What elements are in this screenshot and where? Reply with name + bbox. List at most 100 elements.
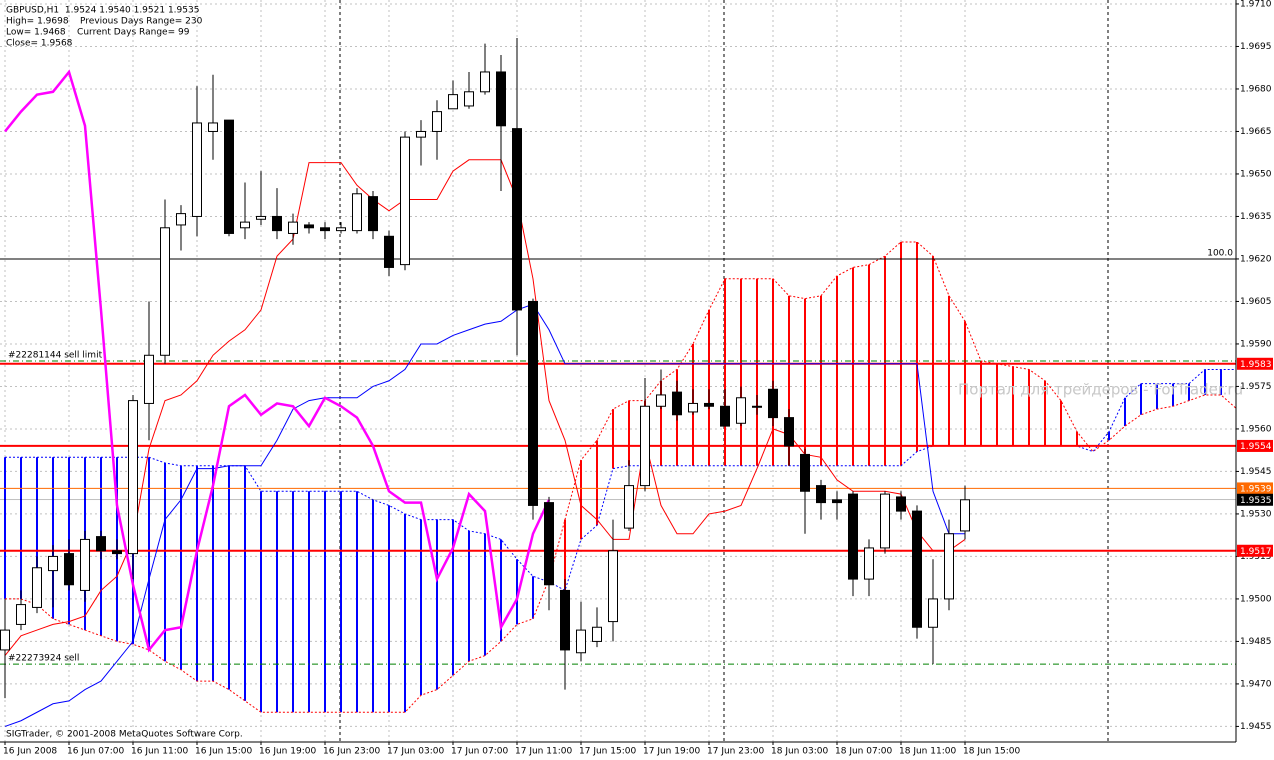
- candle-body: [752, 405, 762, 408]
- candle-body: [160, 227, 170, 356]
- y-tick-label: 1.9665: [1240, 127, 1272, 137]
- candle-body: [480, 71, 490, 93]
- candle-body: [368, 196, 378, 232]
- y-tick-label: 1.9575: [1240, 382, 1272, 392]
- candle-body: [624, 485, 634, 529]
- candle-body: [80, 538, 90, 591]
- candle-body: [0, 629, 10, 651]
- x-tick-label: 17 Jun 03:00: [387, 747, 444, 757]
- y-tick-label: 1.9545: [1240, 467, 1272, 477]
- y-tick-label: 1.9650: [1240, 169, 1272, 179]
- candle-body: [928, 598, 938, 628]
- candle-body: [656, 394, 666, 407]
- price-level-label: 1.9517: [1240, 547, 1272, 557]
- y-tick-label: 1.9500: [1240, 594, 1272, 604]
- price-level-box: [1237, 493, 1273, 506]
- candle-body: [400, 136, 410, 266]
- header-line: GBPUSD,H1 1.9524 1.9540 1.9521 1.9535: [6, 6, 199, 16]
- candle-body: [816, 485, 826, 504]
- header-line: Close= 1.9568: [6, 39, 73, 49]
- candle-body: [912, 510, 922, 628]
- y-tick-label: 1.9485: [1240, 637, 1272, 647]
- x-tick-label: 18 Jun 03:00: [771, 747, 828, 757]
- y-tick-label: 1.9470: [1240, 679, 1272, 689]
- candle-body: [32, 567, 42, 608]
- x-tick-label: 17 Jun 15:00: [579, 747, 636, 757]
- price-level-box: [1237, 544, 1273, 557]
- candle-body: [464, 91, 474, 107]
- indicator-line: [4, 69, 551, 653]
- candle-body: [448, 94, 458, 110]
- candle-body: [704, 402, 714, 407]
- candle-body: [784, 417, 794, 447]
- price-level-label: 1.9535: [1240, 496, 1272, 506]
- x-tick-label: 17 Jun 19:00: [643, 747, 700, 757]
- candle-body: [320, 227, 330, 232]
- x-tick-label: 17 Jun 23:00: [707, 747, 764, 757]
- candle-body: [496, 71, 506, 127]
- candle-body: [944, 533, 954, 600]
- candle-body: [144, 354, 154, 404]
- candle-body: [384, 235, 394, 268]
- candle-body: [64, 553, 74, 586]
- candle-body: [864, 547, 874, 580]
- candle-body: [96, 536, 106, 552]
- y-tick-label: 1.9620: [1240, 254, 1272, 264]
- price-level-label: 1.9539: [1240, 484, 1272, 494]
- x-tick-label: 18 Jun 07:00: [835, 747, 892, 757]
- x-tick-label: 17 Jun 11:00: [515, 747, 572, 757]
- y-tick-label: 1.9710: [1240, 0, 1272, 9]
- indicator-line: [4, 303, 965, 727]
- candle-body: [960, 499, 970, 532]
- candle-body: [224, 119, 234, 234]
- candle-body: [672, 391, 682, 416]
- candle-body: [256, 215, 266, 220]
- x-tick-label: 16 Jun 23:00: [323, 747, 380, 757]
- order-label: #22281144 sell limit: [8, 350, 103, 360]
- x-tick-label: 16 Jun 07:00: [67, 747, 124, 757]
- candle-body: [128, 400, 138, 555]
- price-level-label: 1.9583: [1240, 360, 1272, 370]
- candle-body: [288, 221, 298, 234]
- candle-body: [544, 502, 554, 586]
- x-tick-label: 17 Jun 07:00: [451, 747, 508, 757]
- x-tick-label: 16 Jun 2008: [3, 747, 57, 757]
- header-line: Low= 1.9468 Current Days Range= 99: [6, 28, 190, 38]
- candle-body: [880, 493, 890, 549]
- y-tick-label: 1.9590: [1240, 339, 1272, 349]
- candle-body: [512, 128, 522, 311]
- plot-area: [0, 0, 1236, 742]
- watermark: Портал для трейдеров - ForTrader.ru: [958, 381, 1243, 399]
- candle-body: [432, 111, 442, 132]
- order-label: #22273924 sell: [8, 654, 79, 664]
- candle-body: [720, 405, 730, 427]
- header-line: High= 1.9698 Previous Days Range= 230: [6, 17, 203, 27]
- overlay: 100.0 #22281144 sell limit #22273924 sell G…: [6, 6, 1243, 740]
- candle-body: [48, 555, 58, 572]
- candle-body: [736, 397, 746, 424]
- y-tick-label: 1.9605: [1240, 297, 1272, 307]
- candle-body: [592, 626, 602, 642]
- price-level-box: [1237, 439, 1273, 452]
- y-tick-label: 1.9680: [1240, 84, 1272, 94]
- candle-body: [304, 224, 314, 229]
- candle-body: [272, 215, 282, 232]
- price-level-box: [1237, 357, 1273, 370]
- y-tick-label: 1.9695: [1240, 42, 1272, 52]
- candle-body: [240, 221, 250, 229]
- price-level-label: 1.9554: [1240, 442, 1272, 452]
- candle-body: [896, 496, 906, 512]
- candle-body: [800, 453, 810, 492]
- x-tick-label: 18 Jun 15:00: [963, 747, 1020, 757]
- candle-body: [848, 493, 858, 580]
- candle-body: [768, 388, 778, 419]
- candle-body: [560, 589, 570, 651]
- candle-body: [688, 402, 698, 413]
- candle-body: [336, 227, 346, 232]
- copyright: SIGTrader, © 2001-2008 MetaQuotes Softwa…: [6, 730, 243, 740]
- candle-body: [352, 193, 362, 232]
- x-tick-label: 16 Jun 15:00: [195, 747, 252, 757]
- span-a-line: [5, 241, 1236, 713]
- candle-body: [576, 629, 586, 654]
